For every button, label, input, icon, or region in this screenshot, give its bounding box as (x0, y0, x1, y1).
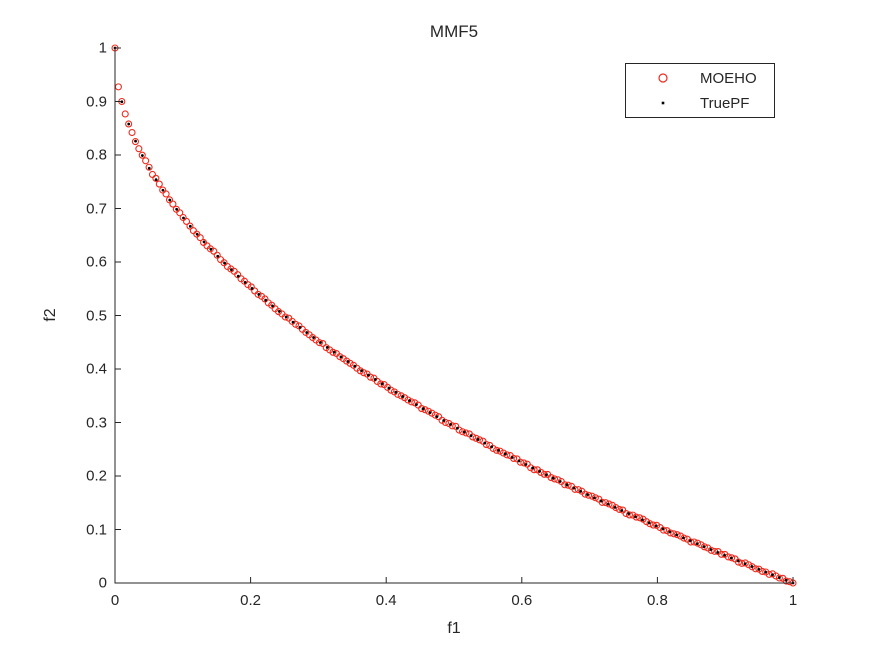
y-tick-label: 0.5 (86, 307, 107, 324)
x-axis-label: f1 (447, 620, 461, 637)
y-tick-label: 0.8 (86, 146, 107, 164)
x-tick-label: 1 (788, 592, 798, 609)
legend-label-moeho: MOEHO (700, 69, 757, 87)
legend-label-truepf: TruePF (700, 94, 750, 112)
truepf-point-icon (626, 97, 700, 109)
moeho-open-circle-icon (626, 72, 700, 84)
y-tick-label: 1 (98, 39, 107, 57)
y-tick-label: 0.1 (86, 521, 107, 538)
x-tick-label: 0.6 (511, 592, 533, 609)
legend-item-moeho: MOEHO (626, 67, 774, 89)
y-tick-label: 0.3 (86, 414, 107, 431)
y-tick-label: 0.7 (86, 200, 107, 217)
axes-spines (114, 48, 793, 584)
legend-item-truepf: TruePF (626, 92, 774, 114)
y-tick-label: 0 (98, 574, 107, 592)
y-tick-label: 0.6 (86, 253, 107, 271)
legend: MOEHO TruePF (625, 63, 775, 118)
x-tick-label: 0.4 (375, 592, 397, 609)
x-tick-label: 0 (110, 592, 120, 609)
x-tick-label: 0.8 (646, 592, 668, 609)
series-truepf (113, 46, 795, 585)
y-tick-label: 0.4 (86, 360, 107, 378)
y-tick-label: 0.2 (86, 467, 107, 485)
series-moeho (111, 44, 797, 587)
y-axis-label: f2 (42, 308, 59, 322)
y-tick-label: 0.9 (86, 93, 107, 110)
chart-title: MMF5 (429, 22, 479, 41)
x-tick-label: 0.2 (240, 592, 262, 609)
